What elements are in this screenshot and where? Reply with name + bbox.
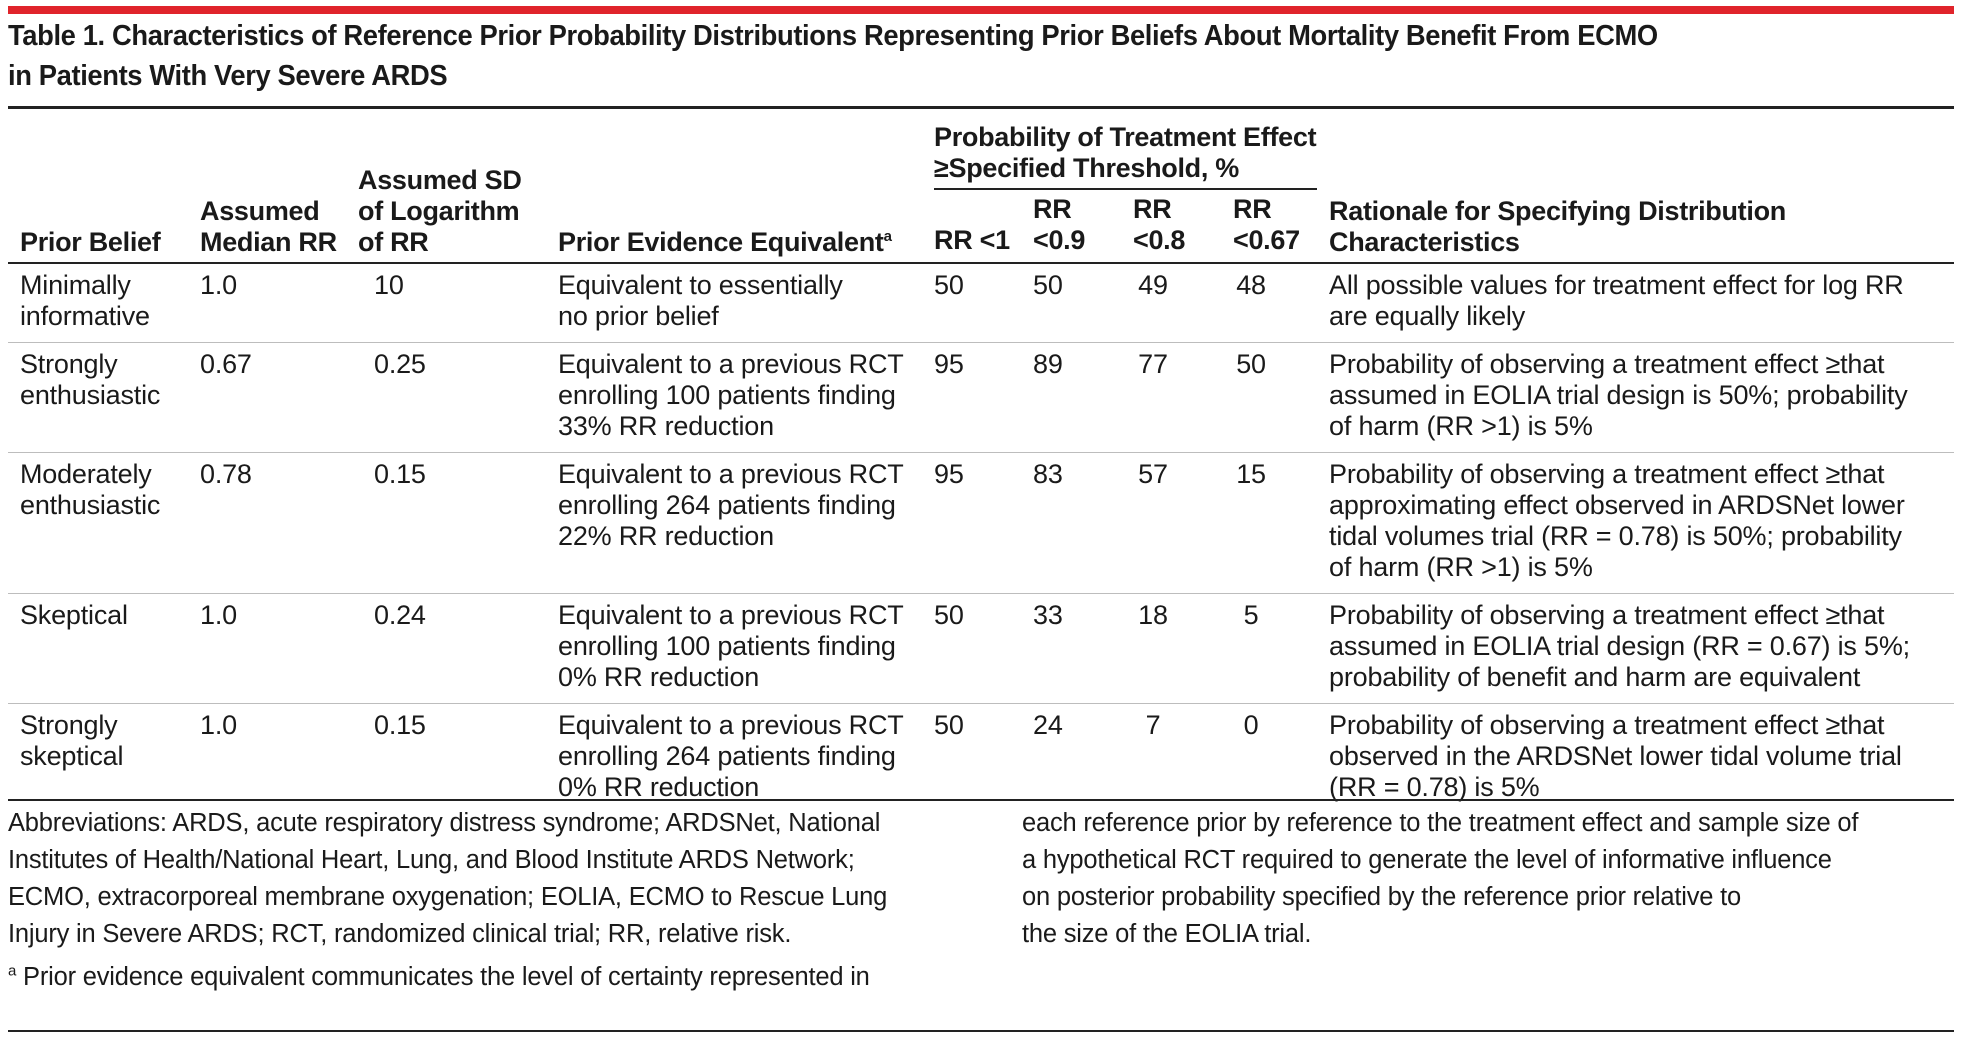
- cell-rr-067: 15: [1236, 459, 1266, 489]
- cell-rr-08: 7: [1145, 710, 1161, 740]
- cell-rationale: Probability of observing a treatment eff…: [1329, 459, 1905, 582]
- header-rr-1: RR <1: [934, 225, 1010, 255]
- table-top-rule: [8, 106, 1954, 109]
- cell-rr-08: 57: [1138, 459, 1168, 489]
- cell-median-rr: 1.0: [200, 710, 237, 740]
- abbreviations-note: Abbreviations: ARDS, acute respiratory d…: [8, 809, 888, 948]
- cell-sd-log-rr: 0.15: [374, 710, 426, 740]
- data-table: Prior Belief Assumed Median RR Assumed S…: [8, 110, 1955, 814]
- cell-rr-1: 95: [934, 349, 964, 379]
- header-median-rr: Assumed Median RR: [200, 196, 337, 257]
- cell-evidence: Equivalent to a previous RCT enrolling 10…: [558, 349, 904, 441]
- cell-prior-belief: Minimally informative: [20, 270, 150, 331]
- cell-median-rr: 1.0: [200, 600, 237, 630]
- table-row: Minimally informative 1.0 10 Equivalent to e…: [8, 263, 1955, 343]
- accent-rule: [8, 6, 1954, 14]
- cell-rationale: All possible values for treatment effect…: [1329, 270, 1904, 331]
- cell-prior-belief: Strongly enthusiastic: [20, 349, 161, 410]
- footnote-a: a Prior evidence equivalent communicates…: [8, 962, 870, 991]
- cell-sd-log-rr: 10: [374, 270, 404, 300]
- cell-rr-08: 49: [1138, 270, 1168, 300]
- title-line-2: in Patients With Very Severe ARDS: [8, 60, 448, 92]
- table-title: Table 1. Characteristics of Reference Pr…: [8, 16, 1832, 96]
- table-row: Skeptical 1.0 0.24 Equivalent to a previous…: [8, 593, 1955, 704]
- cell-rr-08: 77: [1138, 349, 1168, 379]
- cell-rr-067: 50: [1236, 349, 1266, 379]
- cell-rr-067: 0: [1243, 710, 1259, 740]
- table-body: Minimally informative 1.0 10 Equivalent to e…: [8, 263, 1955, 814]
- cell-median-rr: 0.78: [200, 459, 252, 489]
- cell-rr-067: 5: [1243, 600, 1259, 630]
- header-rr-09: RR <0.9: [1033, 194, 1086, 255]
- cell-rationale: Probability of observing a treatment eff…: [1329, 600, 1910, 692]
- cell-prior-belief: Moderately enthusiastic: [20, 459, 161, 520]
- cell-rr-08: 18: [1138, 600, 1168, 630]
- table-row: Strongly skeptical 1.0 0.15 Equivalent to a …: [8, 703, 1955, 814]
- header-evidence: Prior Evidence Equivalenta: [558, 227, 892, 257]
- header-prior-belief: Prior Belief: [20, 227, 161, 257]
- header-probability-group: Probability of Treatment Effect ≥Specifi…: [922, 110, 1318, 194]
- cell-evidence: Equivalent to a previous RCT enrolling 10…: [558, 600, 904, 692]
- header-rr-067: RR <0.67: [1233, 194, 1300, 255]
- header-sd-log-rr: Assumed SD of Logarithm of RR: [358, 165, 522, 257]
- notes-left: Abbreviations: ARDS, acute respiratory d…: [8, 805, 978, 996]
- cell-evidence: Equivalent to a previous RCT enrolling 26…: [558, 459, 904, 551]
- cell-rr-1: 50: [934, 600, 964, 630]
- cell-sd-log-rr: 0.15: [374, 459, 426, 489]
- cell-rr-1: 50: [934, 270, 964, 300]
- notes-right: each reference prior by reference to the…: [1022, 809, 1859, 948]
- cell-rr-1: 50: [934, 710, 964, 740]
- table-row: Strongly enthusiastic 0.67 0.25 Equivalent t…: [8, 342, 1955, 453]
- cell-rr-067: 48: [1236, 270, 1266, 300]
- header-rationale: Rationale for Specifying Distribution Ch…: [1329, 196, 1786, 257]
- table-row: Moderately enthusiastic 0.78 0.15 Equivalent…: [8, 452, 1955, 594]
- cell-sd-log-rr: 0.24: [374, 600, 426, 630]
- cell-evidence: Equivalent to a previous RCT enrolling 26…: [558, 710, 904, 802]
- cell-rationale: Probability of observing a treatment eff…: [1329, 349, 1908, 441]
- cell-sd-log-rr: 0.25: [374, 349, 426, 379]
- cell-rr-09: 83: [1033, 459, 1063, 489]
- header-rr-08: RR <0.8: [1133, 194, 1186, 255]
- page-bottom-rule: [8, 1030, 1954, 1032]
- cell-prior-belief: Skeptical: [20, 600, 128, 630]
- title-line-1: Table 1. Characteristics of Reference Pr…: [8, 20, 1658, 52]
- cell-rr-1: 95: [934, 459, 964, 489]
- cell-rr-09: 24: [1033, 710, 1063, 740]
- cell-rr-09: 33: [1033, 600, 1063, 630]
- cell-rationale: Probability of observing a treatment eff…: [1329, 710, 1902, 802]
- cell-prior-belief: Strongly skeptical: [20, 710, 124, 771]
- cell-median-rr: 0.67: [200, 349, 252, 379]
- cell-rr-09: 89: [1033, 349, 1063, 379]
- cell-evidence: Equivalent to essentially no prior belief: [558, 270, 843, 331]
- cell-rr-09: 50: [1033, 270, 1063, 300]
- table-bottom-rule: [8, 799, 1954, 801]
- cell-median-rr: 1.0: [200, 270, 237, 300]
